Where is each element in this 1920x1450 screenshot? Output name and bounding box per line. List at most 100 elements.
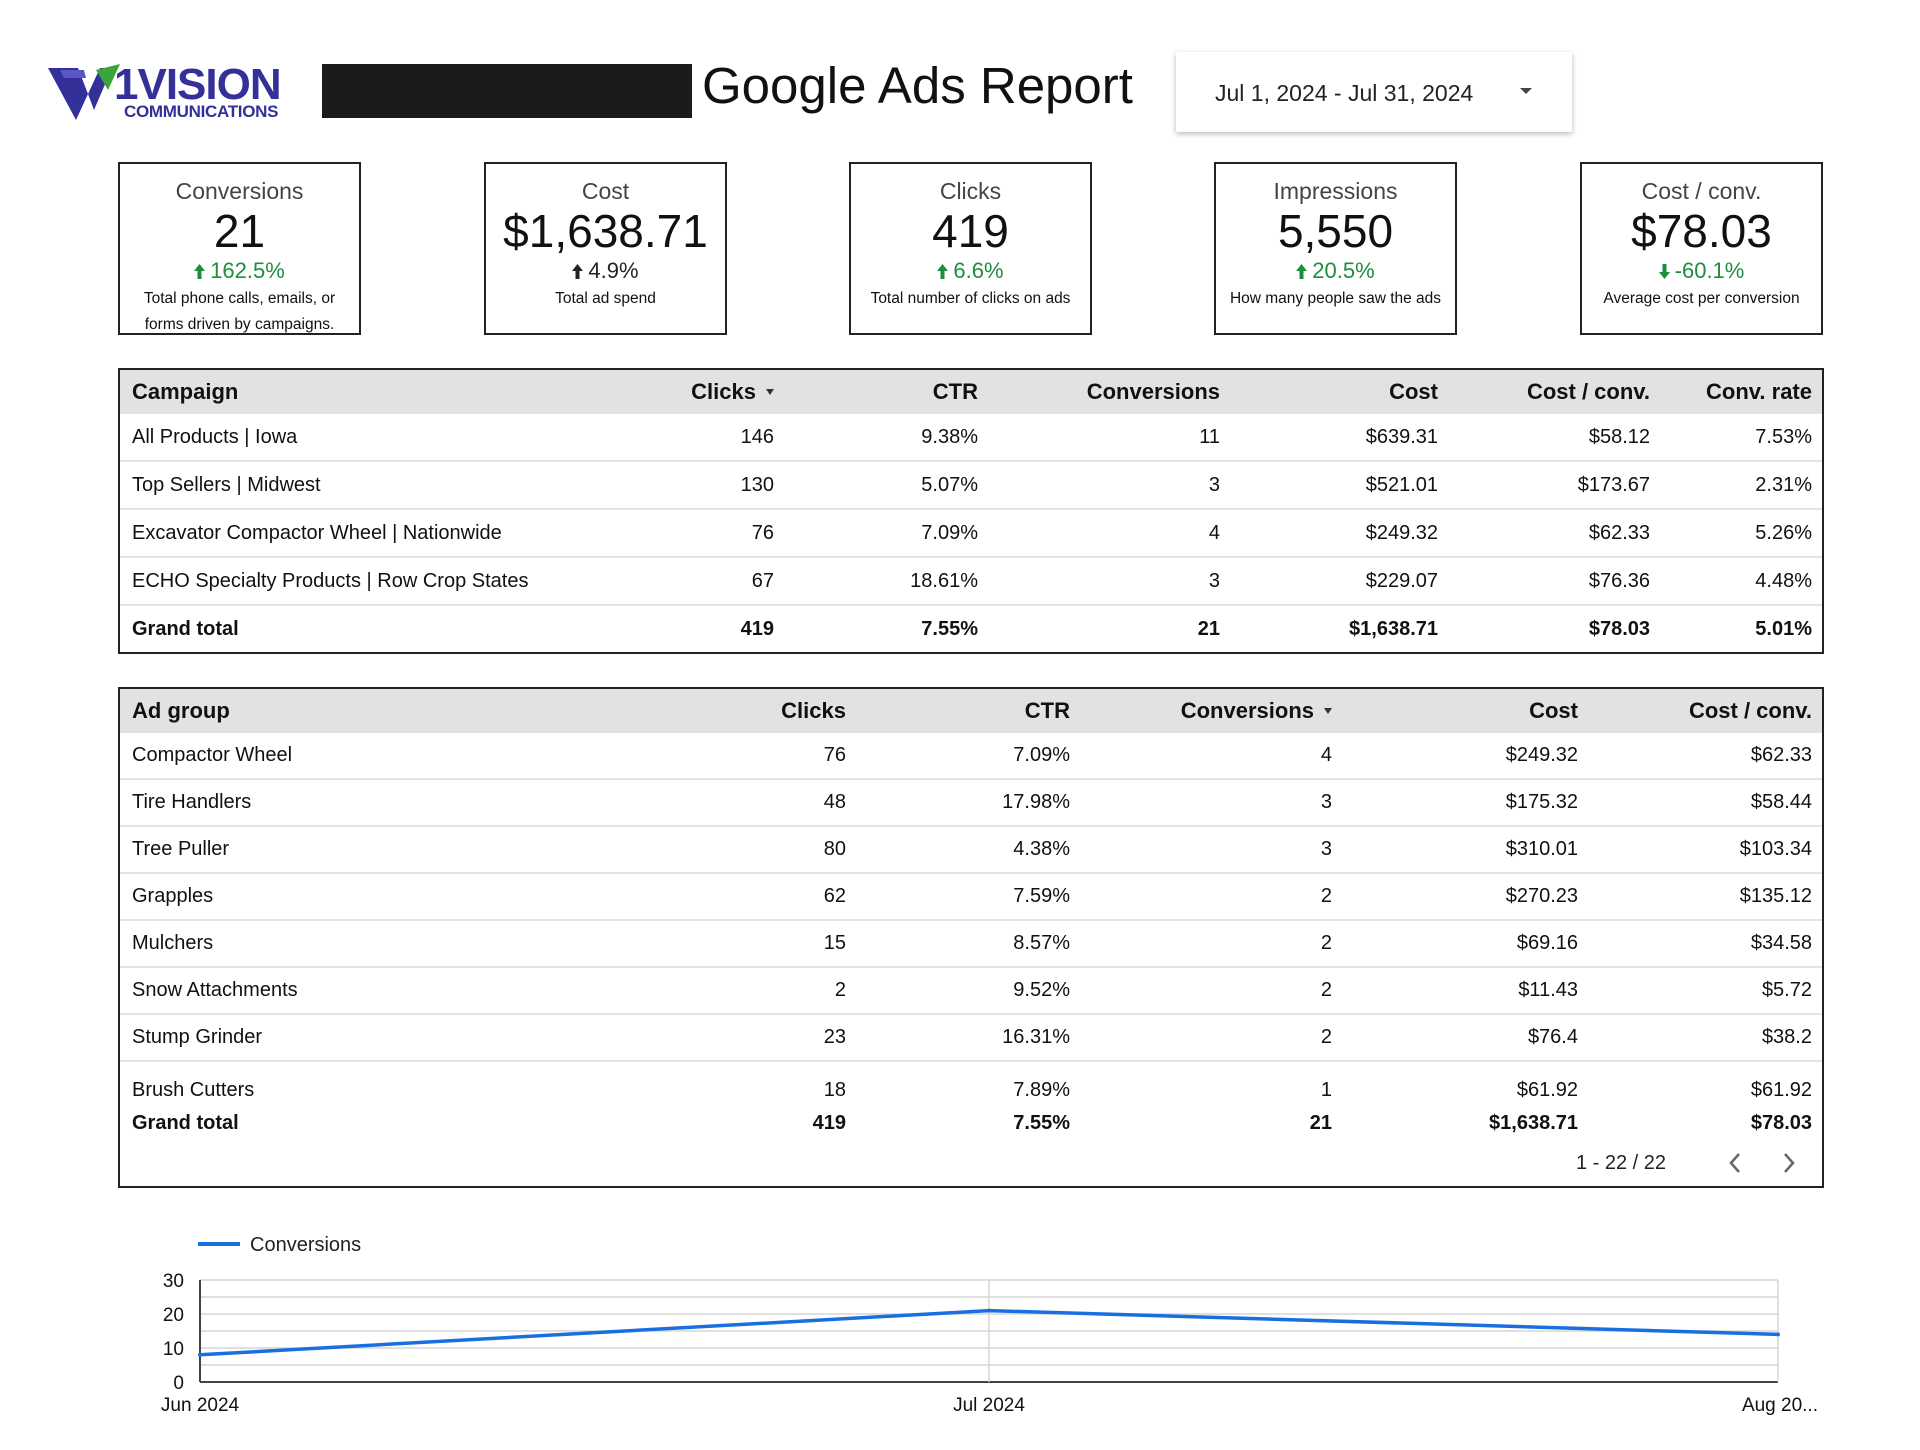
arrow-up-icon	[937, 264, 949, 279]
cell-ad-group: Snow Attachments	[120, 967, 540, 1015]
arrow-down-icon	[1658, 264, 1670, 279]
cell-cost-conv: $103.34	[1588, 826, 1822, 874]
data-point	[1776, 1332, 1780, 1337]
pagination-range: 1 - 22 / 22	[1575, 1151, 1666, 1174]
scorecard-value: 21	[213, 205, 266, 257]
column-header-cost[interactable]: Cost	[1342, 689, 1588, 733]
cell-clicks: 2	[540, 967, 856, 1015]
table-row[interactable]: Tree Puller 80 4.38% 3 $310.01 $103.34	[120, 826, 1822, 874]
cell-cost-conv: $58.44	[1588, 779, 1822, 827]
column-header-label: CTR	[932, 379, 978, 404]
column-header-label: Cost / conv.	[1526, 379, 1650, 404]
cell-campaign: ECHO Specialty Products | Row Crop State…	[120, 557, 540, 606]
company-logo: 1VISION COMMUNICATIONS	[48, 60, 288, 122]
cell-ctr: 18.61%	[784, 557, 988, 606]
column-header-label: Conversions	[1180, 698, 1314, 723]
cell-clicks: 80	[540, 826, 856, 874]
total-clicks: 419	[740, 617, 774, 640]
column-header-conv-rate[interactable]: Conv. rate	[1660, 370, 1822, 414]
logo-mark-icon	[48, 64, 120, 120]
total-ctr: 7.55%	[921, 617, 978, 640]
column-header-label: Cost / conv.	[1688, 698, 1812, 723]
logo-subtitle: COMMUNICATIONS	[124, 102, 279, 121]
table-row[interactable]: Compactor Wheel 76 7.09% 4 $249.32 $62.33	[120, 733, 1822, 780]
table-row[interactable]: Snow Attachments 2 9.52% 2 $11.43 $5.72	[120, 967, 1822, 1015]
campaign-table: Campaign Clicks CTR Conversions Cost Cost / c…	[118, 368, 1824, 654]
cell-conversions: 2	[1080, 920, 1342, 968]
cell-cost: $521.01	[1230, 461, 1448, 510]
table-row[interactable]: Top Sellers | Midwest 130 5.07% 3 $521.01 $17…	[120, 461, 1822, 510]
scorecard-clicks: Clicks 419 6.6% Total number of clicks on a…	[849, 162, 1092, 335]
column-header-conversions[interactable]: Conversions	[1080, 689, 1342, 733]
cell-conversions: 3	[1080, 779, 1342, 827]
ad-group-table: Ad group Clicks CTR Conversions Cost Cost / c…	[118, 687, 1824, 1188]
data-point	[987, 1308, 991, 1313]
next-page-button[interactable]	[1774, 1148, 1804, 1178]
column-header-conversions[interactable]: Conversions	[988, 370, 1230, 414]
column-header-cost[interactable]: Cost	[1230, 370, 1448, 414]
table-row[interactable]: Brush Cutters 18 7.89% 1 $61.92 $61.92	[120, 1061, 1822, 1112]
scorecard-value: $78.03	[1631, 205, 1772, 257]
cell-clicks: 23	[540, 1014, 856, 1062]
y-tick-label: 10	[163, 1339, 184, 1360]
cell-conversions: 3	[988, 557, 1230, 606]
scorecard-description: Average cost per conversion	[1603, 290, 1800, 307]
cell-cost: $249.32	[1230, 509, 1448, 558]
column-header-clicks[interactable]: Clicks	[540, 689, 856, 733]
scorecard-label: Cost / conv.	[1641, 178, 1762, 204]
previous-page-button[interactable]	[1720, 1148, 1750, 1178]
column-header-campaign[interactable]: Campaign	[120, 370, 540, 414]
scorecard-value: 5,550	[1277, 205, 1394, 257]
column-header-ctr[interactable]: CTR	[856, 689, 1080, 733]
cell-cost-conv: $62.33	[1588, 733, 1822, 780]
cell-conversions: 2	[1080, 967, 1342, 1015]
cell-cost: $249.32	[1342, 733, 1588, 780]
table-row[interactable]: All Products | Iowa 146 9.38% 11 $639.31 $58.…	[120, 414, 1822, 462]
x-tick-label: Jun 2024	[161, 1395, 240, 1416]
table-row[interactable]: Grapples 62 7.59% 2 $270.23 $135.12	[120, 873, 1822, 921]
cell-ctr: 7.09%	[784, 509, 988, 558]
total-cost: $1,638.71	[1349, 617, 1438, 640]
y-tick-label: 0	[173, 1373, 184, 1394]
column-header-label: Conversions	[1086, 379, 1220, 404]
cell-cost-conv: $173.67	[1448, 461, 1660, 510]
arrow-up-icon	[1296, 264, 1308, 279]
column-header-cost-conv[interactable]: Cost / conv.	[1588, 689, 1822, 733]
cell-conversions: 11	[988, 414, 1230, 462]
table-row[interactable]: Mulchers 15 8.57% 2 $69.16 $34.58	[120, 920, 1822, 968]
column-header-ad-group[interactable]: Ad group	[120, 689, 540, 733]
arrow-up-icon	[194, 264, 206, 279]
scorecard-value: $1,638.71	[503, 205, 708, 257]
cell-cost: $270.23	[1342, 873, 1588, 921]
column-header-cost-conv[interactable]: Cost / conv.	[1448, 370, 1660, 414]
cell-ad-group: Stump Grinder	[120, 1014, 540, 1062]
scorecard-description: Total phone calls, emails, or forms driv…	[143, 290, 336, 333]
date-range-picker[interactable]: Jul 1, 2024 - Jul 31, 2024	[1176, 52, 1572, 132]
grand-total-row: Grand total 419 7.55% 21 $1,638.71 $78.03	[120, 1112, 1822, 1141]
table-row[interactable]: ECHO Specialty Products | Row Crop State…	[120, 557, 1822, 606]
table-row[interactable]: Tire Handlers 48 17.98% 3 $175.32 $58.44	[120, 779, 1822, 827]
column-header-clicks[interactable]: Clicks	[540, 370, 784, 414]
cell-cost-conv: $58.12	[1448, 414, 1660, 462]
column-header-ctr[interactable]: CTR	[784, 370, 988, 414]
column-header-label: Clicks	[691, 379, 756, 404]
scorecard-change: 6.6%	[851, 258, 1090, 284]
scorecard-change-value: 20.5%	[1312, 258, 1375, 283]
scorecard-description: Total number of clicks on ads	[870, 290, 1071, 307]
cell-ctr: 8.57%	[856, 920, 1080, 968]
scorecard-cost-conv: Cost / conv. $78.03 -60.1% Average cost per…	[1580, 162, 1823, 335]
cell-conv-rate: 4.48%	[1660, 557, 1822, 606]
table-row[interactable]: Stump Grinder 23 16.31% 2 $76.4 $38.2	[120, 1014, 1822, 1062]
total-conv-rate: 5.01%	[1755, 617, 1812, 640]
total-conversions: 21	[1197, 617, 1220, 640]
redacted-client-name	[322, 64, 692, 118]
cell-conversions: 2	[1080, 1014, 1342, 1062]
cell-clicks: 130	[540, 461, 784, 510]
table-row[interactable]: Excavator Compactor Wheel | Nationwide 76…	[120, 509, 1822, 558]
sort-descending-icon	[1324, 708, 1332, 714]
chevron-right-icon	[1784, 1153, 1795, 1173]
cell-campaign: All Products | Iowa	[120, 414, 540, 462]
cell-clicks: 146	[540, 414, 784, 462]
sort-descending-icon	[766, 389, 774, 395]
scorecard-label: Cost	[581, 178, 630, 204]
